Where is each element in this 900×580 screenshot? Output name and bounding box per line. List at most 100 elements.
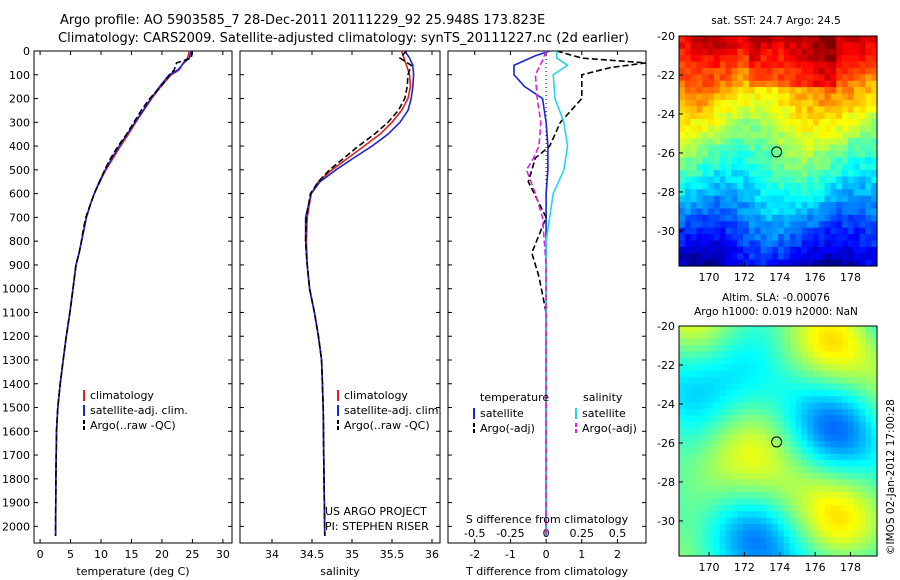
sla-map-cell (859, 485, 866, 493)
sla-map-cell (795, 460, 802, 468)
sst-map-cell (690, 240, 698, 248)
sla-map-ytick-label: -28 (657, 476, 675, 489)
sst-map-cell (842, 221, 849, 229)
sla-map-cell (684, 370, 692, 378)
sst-map-cell (713, 144, 721, 152)
sst-map-cell (772, 182, 779, 190)
sst-map-cell (842, 208, 849, 216)
sla-map-cell (760, 479, 767, 487)
sst-map-cell (865, 170, 872, 178)
sst-map-cell (836, 170, 843, 178)
sst-map-cell (690, 246, 698, 254)
sla-map-cell (743, 377, 750, 385)
sla-map-cell (818, 453, 826, 461)
sla-map-cell (871, 434, 878, 442)
sla-map-cell (748, 351, 756, 359)
sst-map-cell (871, 189, 878, 197)
sst-map-cell (690, 131, 698, 139)
temperature-ytick-label: 1900 (2, 497, 30, 510)
sla-map-cell (760, 485, 767, 493)
sst-map-cell (853, 99, 861, 107)
sst-map-cell (684, 67, 692, 75)
sst-map-cell (812, 80, 820, 88)
sst-map-cell (818, 195, 826, 203)
sst-map-cell (743, 112, 750, 120)
sst-map-cell (859, 227, 866, 235)
sst-map-cell (859, 138, 866, 146)
sst-map-cell (679, 74, 686, 82)
sst-map-cell (684, 246, 692, 254)
sst-map-cell (702, 36, 709, 43)
sla-map-cell (679, 498, 686, 506)
sla-map-cell (690, 434, 698, 442)
sst-map-cell (760, 208, 767, 216)
sst-map-cell (684, 182, 692, 190)
sst-map-cell (713, 208, 721, 216)
sst-map-cell (847, 189, 855, 197)
sst-map-cell (766, 131, 773, 139)
sst-map-cell (818, 202, 826, 210)
sst-map-cell (807, 253, 814, 261)
sst-map-cell (766, 112, 773, 120)
sst-map-cell (812, 240, 820, 248)
sst-map-cell (836, 48, 843, 56)
sla-map-cell (818, 402, 826, 410)
sst-map-cell (719, 227, 727, 235)
sla-map-cell (789, 345, 797, 353)
sst-map-cell (783, 246, 791, 254)
sla-map-cell (743, 530, 750, 538)
sst-map-cell (690, 151, 698, 158)
sla-map-cell (795, 377, 802, 385)
sst-map-cell (778, 48, 785, 56)
sla-map-cell (783, 428, 791, 436)
sst-map-cell (865, 106, 872, 114)
sst-map-cell (743, 246, 750, 254)
sst-map-cell (842, 48, 849, 56)
sst-map-cell (836, 176, 843, 184)
sla-map-cell (708, 370, 715, 378)
sla-map-cell (702, 511, 709, 519)
sst-map-cell (748, 195, 756, 203)
sla-map-cell (842, 472, 849, 480)
sst-map-cell (766, 42, 773, 50)
sla-map-cell (754, 396, 762, 404)
sla-map-cell (690, 530, 698, 538)
sla-map-cell (801, 511, 808, 519)
sla-map-cell (743, 524, 750, 532)
sst-map-cell (824, 195, 832, 203)
sst-map-cell (690, 93, 698, 101)
sst-map-cell (830, 214, 837, 222)
sst-map-cell (842, 106, 849, 114)
sla-map-cell (824, 479, 832, 487)
sla-map-cell (789, 389, 797, 397)
sst-map-cell (702, 259, 709, 267)
sst-map-cell (690, 42, 698, 50)
sla-map-cell (807, 332, 814, 340)
sla-map-cell (871, 383, 878, 391)
sst-map-cell (684, 80, 692, 88)
sst-map-cell (871, 55, 878, 63)
sla-map-cell (743, 453, 750, 461)
sla-map-cell (708, 511, 715, 519)
sst-map-cell (842, 80, 849, 88)
sla-map-cell (690, 511, 698, 519)
sst-map-cell (760, 214, 767, 222)
sla-map-cell (690, 421, 698, 429)
sst-map-cell (842, 99, 849, 107)
sst-map-cell (871, 87, 878, 95)
sst-map-cell (801, 99, 808, 107)
sst-map-cell (737, 170, 744, 178)
sst-map-cell (684, 202, 692, 210)
sla-map-cell (830, 549, 837, 557)
sst-map-cell (760, 176, 767, 184)
sst-map-cell (679, 119, 686, 127)
sla-map-cell (859, 402, 866, 410)
sla-map-cell (696, 549, 703, 557)
sla-map-cell (812, 530, 820, 538)
sla-map-cell (812, 332, 820, 340)
sla-map-cell (690, 351, 698, 359)
sst-map-cell (708, 163, 715, 171)
sla-map-cell (690, 504, 698, 512)
temperature-legend-label: satellite-adj. clim. (90, 404, 188, 417)
sst-map-cell (783, 106, 791, 114)
